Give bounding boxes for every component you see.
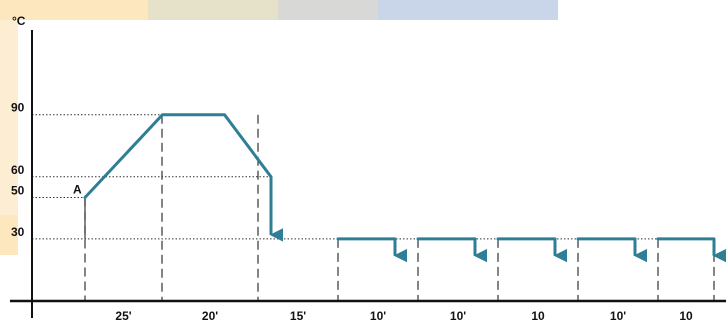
- y-axis-label: °C: [12, 14, 26, 28]
- y-tick-label-90: 90: [11, 101, 25, 115]
- segment-label: 15': [290, 309, 306, 323]
- segment-label: 10: [679, 309, 693, 323]
- segment-label: 10': [370, 309, 386, 323]
- y-tick-label-30: 30: [11, 225, 25, 239]
- series-layer: [85, 115, 714, 256]
- y-tick-label-50: 50: [11, 184, 25, 198]
- axis-layer: [10, 30, 726, 318]
- segment-label: 25': [115, 309, 131, 323]
- segment-label: 10': [450, 309, 466, 323]
- y-tick-label-60: 60: [11, 163, 25, 177]
- segment-label: 10: [531, 309, 545, 323]
- segment-label: 20': [202, 309, 218, 323]
- point-label-a: A: [73, 183, 82, 197]
- temperature-curve: [85, 115, 271, 198]
- segment-label: 10': [610, 309, 626, 323]
